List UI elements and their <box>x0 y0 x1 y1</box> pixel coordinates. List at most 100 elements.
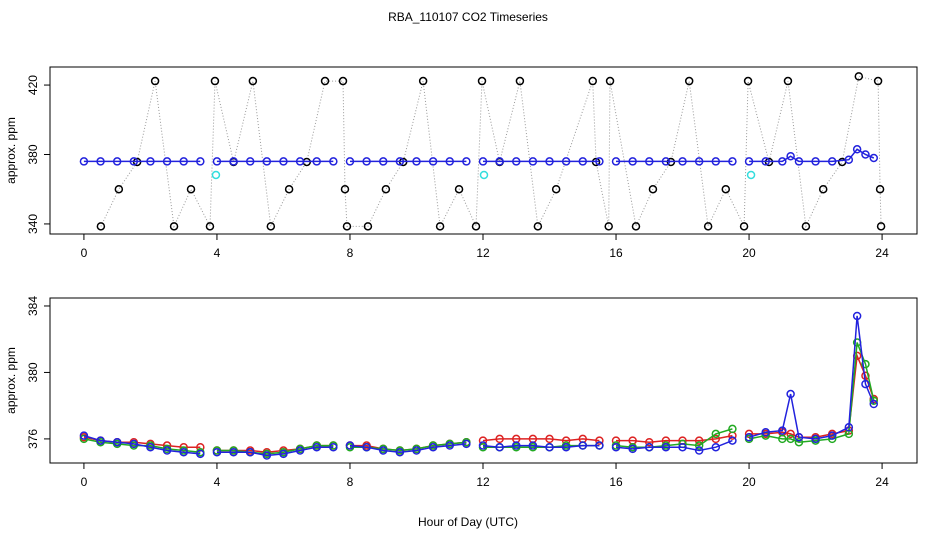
data-point <box>611 442 621 452</box>
data-point <box>445 441 454 450</box>
data-point <box>561 157 571 166</box>
data-point <box>743 76 753 86</box>
data-point <box>428 157 438 166</box>
data-point <box>378 157 388 166</box>
data-point <box>869 396 879 405</box>
data-point <box>312 157 321 166</box>
data-point <box>545 442 554 452</box>
data-point <box>312 442 321 452</box>
data-point <box>611 157 621 166</box>
data-point <box>861 379 870 389</box>
data-point <box>551 184 561 194</box>
data-point <box>462 157 471 166</box>
data-point <box>761 428 770 437</box>
data-point <box>703 222 713 231</box>
data-point <box>786 389 795 399</box>
data-point <box>454 184 464 194</box>
data-point <box>786 429 795 439</box>
data-point <box>744 429 754 439</box>
data-point <box>196 449 205 459</box>
data-point <box>362 157 371 166</box>
data-point <box>811 434 820 444</box>
data-point <box>801 222 811 231</box>
x-tick-label: 8 <box>347 475 354 489</box>
data-point <box>852 145 862 154</box>
data-point <box>212 157 222 166</box>
series-line <box>83 148 875 163</box>
data-point <box>711 434 721 444</box>
data-point <box>478 157 488 166</box>
data-point <box>694 446 704 455</box>
data-point <box>631 222 641 231</box>
x-tick-label: 8 <box>347 246 354 260</box>
data-point <box>186 184 196 194</box>
data-point <box>645 442 654 452</box>
data-point <box>561 442 571 452</box>
data-point <box>245 157 255 166</box>
data-point <box>262 157 272 166</box>
chart-title: RBA_110107 CO2 Timeseries <box>388 10 548 24</box>
data-point <box>595 157 604 166</box>
data-point <box>869 153 879 163</box>
data-point <box>694 441 704 450</box>
data-point <box>196 157 205 166</box>
x-tick-label: 20 <box>742 475 756 489</box>
data-point <box>96 157 105 166</box>
x-tick-label: 16 <box>609 246 623 260</box>
data-point <box>761 157 770 166</box>
data-point <box>545 157 554 166</box>
data-point <box>578 441 588 450</box>
data-point <box>112 437 122 447</box>
data-point <box>284 184 294 194</box>
data-point <box>345 441 355 450</box>
data-point <box>418 76 428 86</box>
series-line <box>83 315 875 457</box>
data-point <box>645 437 654 447</box>
data-point <box>340 184 350 194</box>
data-point <box>854 72 864 81</box>
data-point <box>205 222 215 231</box>
data-point <box>428 442 438 452</box>
data-point <box>79 157 89 166</box>
data-point <box>778 157 787 166</box>
data-point <box>229 447 238 457</box>
data-point <box>129 439 139 449</box>
data-point <box>694 157 704 166</box>
data-point <box>844 155 854 164</box>
data-point <box>728 424 737 434</box>
data-point <box>96 436 105 445</box>
data-point <box>412 157 421 166</box>
data-point <box>512 157 521 166</box>
y-tick-label: 380 <box>26 362 40 382</box>
data-point <box>495 442 504 452</box>
x-tick-label: 16 <box>609 475 623 489</box>
data-point <box>462 439 471 449</box>
data-point <box>827 431 837 440</box>
data-point <box>338 76 348 86</box>
data-point <box>595 436 604 445</box>
x-tick-label: 12 <box>476 246 490 260</box>
data-point <box>852 311 862 321</box>
data-point <box>873 76 883 86</box>
y-axis-label: approx. ppm <box>4 347 18 414</box>
data-point <box>395 157 405 166</box>
data-point <box>528 441 538 450</box>
data-point <box>533 222 543 231</box>
data-point <box>721 184 731 194</box>
data-point <box>295 157 305 166</box>
plot-frame <box>49 66 918 235</box>
data-point <box>179 157 188 166</box>
x-tick-label: 4 <box>214 246 221 260</box>
data-point <box>345 157 355 166</box>
data-point <box>711 429 721 439</box>
data-point <box>362 442 371 452</box>
data-point <box>861 150 870 159</box>
data-point <box>495 434 504 444</box>
data-point <box>605 76 615 86</box>
data-point <box>827 157 837 166</box>
data-point <box>588 76 597 86</box>
data-point <box>248 76 258 86</box>
data-point <box>818 184 828 194</box>
series-line <box>83 342 875 455</box>
data-point <box>381 184 391 194</box>
